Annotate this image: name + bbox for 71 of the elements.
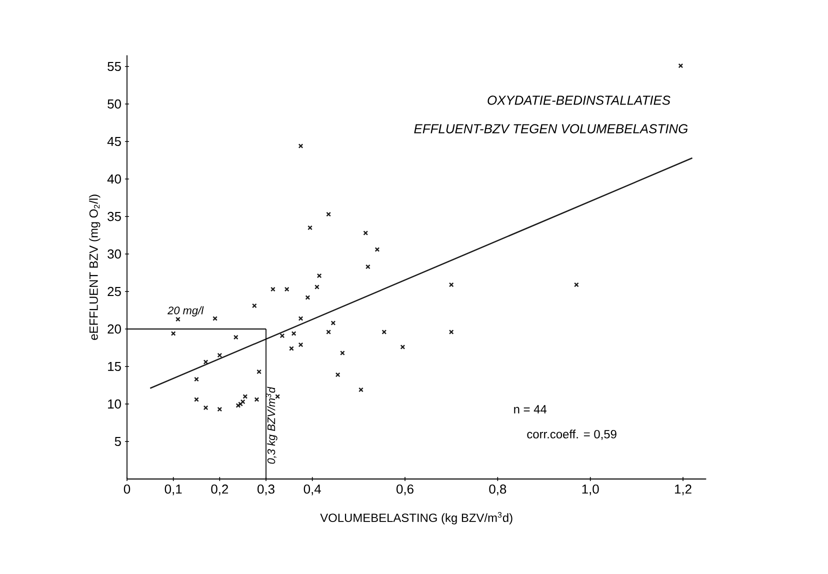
- point: [194, 397, 199, 402]
- point: [314, 284, 320, 290]
- x-tick-label: 0,3: [258, 484, 274, 496]
- point: [252, 303, 257, 308]
- point: [289, 346, 294, 351]
- point: [326, 330, 331, 334]
- point: [366, 264, 370, 270]
- point: [280, 333, 285, 338]
- x-tick-label: 1,0: [582, 484, 599, 496]
- point: [203, 405, 208, 410]
- point: [298, 144, 304, 148]
- point: [254, 397, 260, 402]
- y-tick-label: 20: [108, 324, 121, 334]
- ref-line-label: 0,3 kg BZV/m$^{3}$d: [266, 386, 278, 464]
- x-tick-label: 0,4: [304, 484, 321, 496]
- point: [256, 369, 262, 374]
- annotation: corr.coeff. = 0,59: [527, 430, 616, 440]
- point: [326, 212, 331, 217]
- y-tick-label: 55: [108, 62, 121, 72]
- y-tick-label: 40: [107, 174, 121, 184]
- x-tick-label: 0,8: [489, 484, 506, 496]
- point: [363, 230, 368, 236]
- point: [275, 394, 280, 399]
- point: [448, 282, 454, 288]
- point: [270, 286, 276, 292]
- point: [170, 331, 176, 336]
- point: [238, 402, 243, 406]
- point: [212, 316, 218, 321]
- point: [233, 334, 238, 340]
- point: [448, 330, 454, 334]
- y-tick-label: 10: [108, 399, 121, 409]
- point: [340, 350, 345, 356]
- point: [284, 286, 290, 292]
- point: [574, 282, 579, 288]
- text: EFFLUENT-BZV TEGEN VOLUMEBELASTING: [414, 124, 688, 134]
- point: [176, 316, 180, 322]
- x-axis-title: VOLUMEBELASTING (kg BZV/m$^{3}$d): [320, 512, 512, 524]
- point: [217, 352, 222, 358]
- point: [316, 273, 322, 278]
- ref-line-label: 20 mg/l: [168, 306, 204, 316]
- point: [400, 344, 406, 350]
- y-tick-label: 45: [107, 136, 121, 146]
- y-tick-label: 35: [108, 212, 121, 222]
- point: [242, 394, 248, 399]
- x-tick-label: 0,6: [396, 484, 414, 496]
- text: OXYDATIE-BEDINSTALLATIES: [488, 96, 670, 105]
- y-axis-title: eEFFLUENT BZV (mg O$_{2}$/l): [89, 194, 100, 340]
- point: [194, 376, 199, 382]
- point: [291, 331, 296, 336]
- point: [374, 247, 380, 252]
- point: [678, 63, 684, 68]
- x-tick-label: 0,2: [211, 484, 228, 496]
- point: [335, 372, 340, 378]
- y-tick-label: 5: [114, 436, 121, 446]
- x-tick-label: 0: [124, 484, 130, 494]
- y-tick-label: 15: [108, 362, 121, 372]
- y-tick-label: 30: [108, 249, 121, 259]
- point: [308, 225, 312, 230]
- point: [330, 320, 336, 326]
- point: [298, 342, 304, 348]
- point: [358, 387, 364, 392]
- x-tick-label: 0,1: [164, 484, 182, 496]
- y-tick-label: 25: [108, 286, 121, 296]
- y-tick-label: 50: [108, 99, 121, 109]
- point: [203, 360, 208, 364]
- point: [298, 316, 304, 321]
- point: [382, 330, 387, 334]
- point: [217, 406, 222, 412]
- x-tick-label: 1,2: [674, 484, 692, 496]
- annotation: n = 44: [514, 405, 547, 414]
- point: [305, 295, 310, 300]
